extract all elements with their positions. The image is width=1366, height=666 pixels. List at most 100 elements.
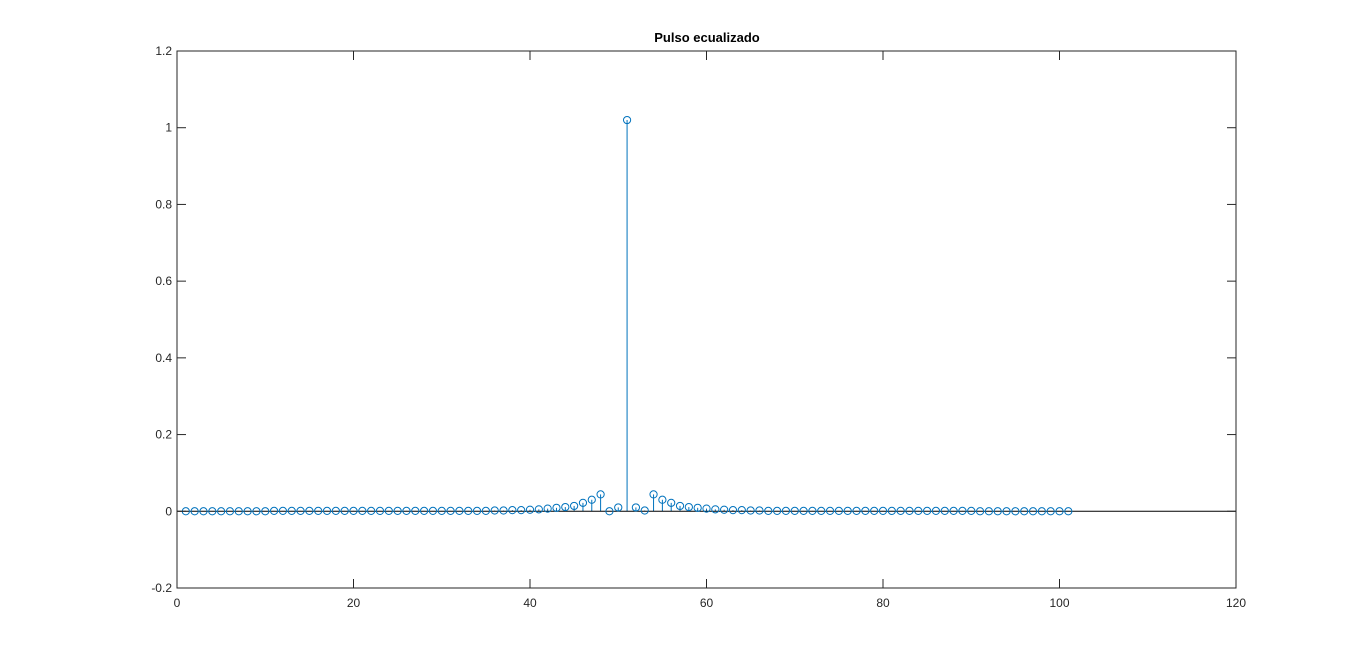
data-point-41 (534, 505, 543, 514)
data-point-3 (199, 507, 208, 516)
data-point-96 (1020, 507, 1029, 516)
data-point-23 (375, 506, 385, 516)
data-point-79 (870, 506, 879, 516)
data-point-57 (675, 501, 685, 511)
data-point-93 (993, 507, 1002, 516)
data-point-11 (269, 506, 279, 516)
data-point-55 (658, 495, 667, 504)
data-point-60 (702, 504, 711, 513)
data-point-98 (1037, 507, 1046, 516)
x-tick-label: 120 (1226, 596, 1246, 610)
data-point-64 (737, 506, 746, 515)
axes-box (176, 50, 1237, 589)
x-tick-label: 0 (174, 596, 181, 610)
data-point-39 (517, 506, 526, 515)
data-point-99 (1046, 507, 1055, 516)
data-point-6 (225, 507, 235, 516)
data-point-17 (322, 506, 332, 516)
data-point-90 (967, 506, 976, 516)
y-tick-label: 0.2 (155, 428, 172, 442)
data-point-24 (384, 506, 393, 516)
x-tick-labels: 0 20 40 60 80 100 120 (174, 596, 1247, 610)
data-point-26 (402, 506, 411, 516)
data-point-8 (243, 507, 252, 516)
data-point-101 (1064, 507, 1073, 516)
data-point-13 (287, 506, 296, 516)
y-tick-label: 0.8 (155, 197, 172, 211)
data-point-82 (896, 506, 905, 516)
data-point-54 (649, 490, 658, 499)
data-point-5 (217, 507, 226, 516)
data-point-52 (631, 503, 641, 512)
data-point-67 (764, 506, 773, 516)
data-point-10 (261, 507, 270, 516)
y-tick-label: 0.4 (155, 351, 172, 365)
data-point-36 (490, 506, 499, 515)
data-point-30 (437, 506, 446, 516)
data-point-95 (1011, 507, 1020, 516)
data-point-4 (208, 507, 217, 516)
data-point-33 (464, 506, 473, 516)
data-point-72 (808, 506, 817, 516)
data-point-21 (358, 506, 367, 516)
data-point-100 (1055, 507, 1064, 516)
data-point-29 (428, 506, 438, 516)
data-point-91 (975, 507, 985, 516)
x-tick-label: 60 (700, 596, 714, 610)
data-point-51 (622, 115, 632, 125)
data-point-73 (817, 506, 826, 516)
data-point-44 (561, 502, 570, 512)
chart-title: Pulso ecualizado (654, 30, 760, 45)
data-point-32 (455, 506, 464, 516)
data-point-71 (799, 506, 808, 516)
data-point-80 (878, 506, 888, 516)
data-point-31 (446, 506, 455, 516)
data-point-42 (543, 504, 552, 513)
data-point-61 (711, 505, 720, 514)
data-point-88 (949, 506, 958, 516)
data-point-16 (314, 506, 323, 516)
y-tick-labels: -0.2 0 0.2 0.4 0.6 0.8 1 1.2 (151, 44, 172, 595)
data-point-59 (693, 503, 702, 512)
data-point-12 (278, 506, 287, 516)
data-point-92 (984, 507, 994, 516)
data-point-58 (684, 502, 693, 512)
data-point-87 (940, 506, 949, 516)
data-point-78 (861, 506, 870, 516)
data-point-49 (605, 507, 614, 516)
y-tick-label: 1 (165, 121, 172, 135)
data-point-66 (755, 506, 764, 515)
data-point-46 (578, 498, 588, 507)
data-point-28 (420, 506, 429, 516)
data-point-76 (843, 506, 852, 516)
data-point-77 (852, 506, 861, 516)
data-point-37 (499, 506, 508, 515)
data-point-68 (773, 506, 782, 516)
data-point-9 (252, 507, 261, 516)
data-point-40 (525, 505, 535, 514)
data-point-45 (570, 501, 579, 511)
data-point-53 (640, 506, 649, 515)
data-point-14 (296, 506, 305, 516)
data-point-75 (834, 506, 843, 516)
x-tick-label: 40 (523, 596, 537, 610)
y-tick-label: -0.2 (151, 581, 172, 595)
data-point-22 (367, 506, 376, 516)
markers-group (181, 115, 1073, 516)
data-point-65 (746, 506, 755, 515)
data-point-94 (1002, 507, 1011, 516)
data-point-97 (1028, 507, 1038, 516)
data-point-7 (234, 507, 243, 516)
stems-group (273, 120, 972, 512)
data-point-56 (667, 498, 676, 507)
x-tick-label: 20 (347, 596, 361, 610)
data-point-48 (596, 490, 605, 499)
data-point-84 (914, 506, 923, 516)
data-point-34 (472, 506, 482, 516)
data-point-27 (411, 506, 420, 516)
data-point-85 (923, 506, 932, 516)
data-point-74 (825, 506, 835, 516)
data-point-70 (790, 506, 799, 516)
